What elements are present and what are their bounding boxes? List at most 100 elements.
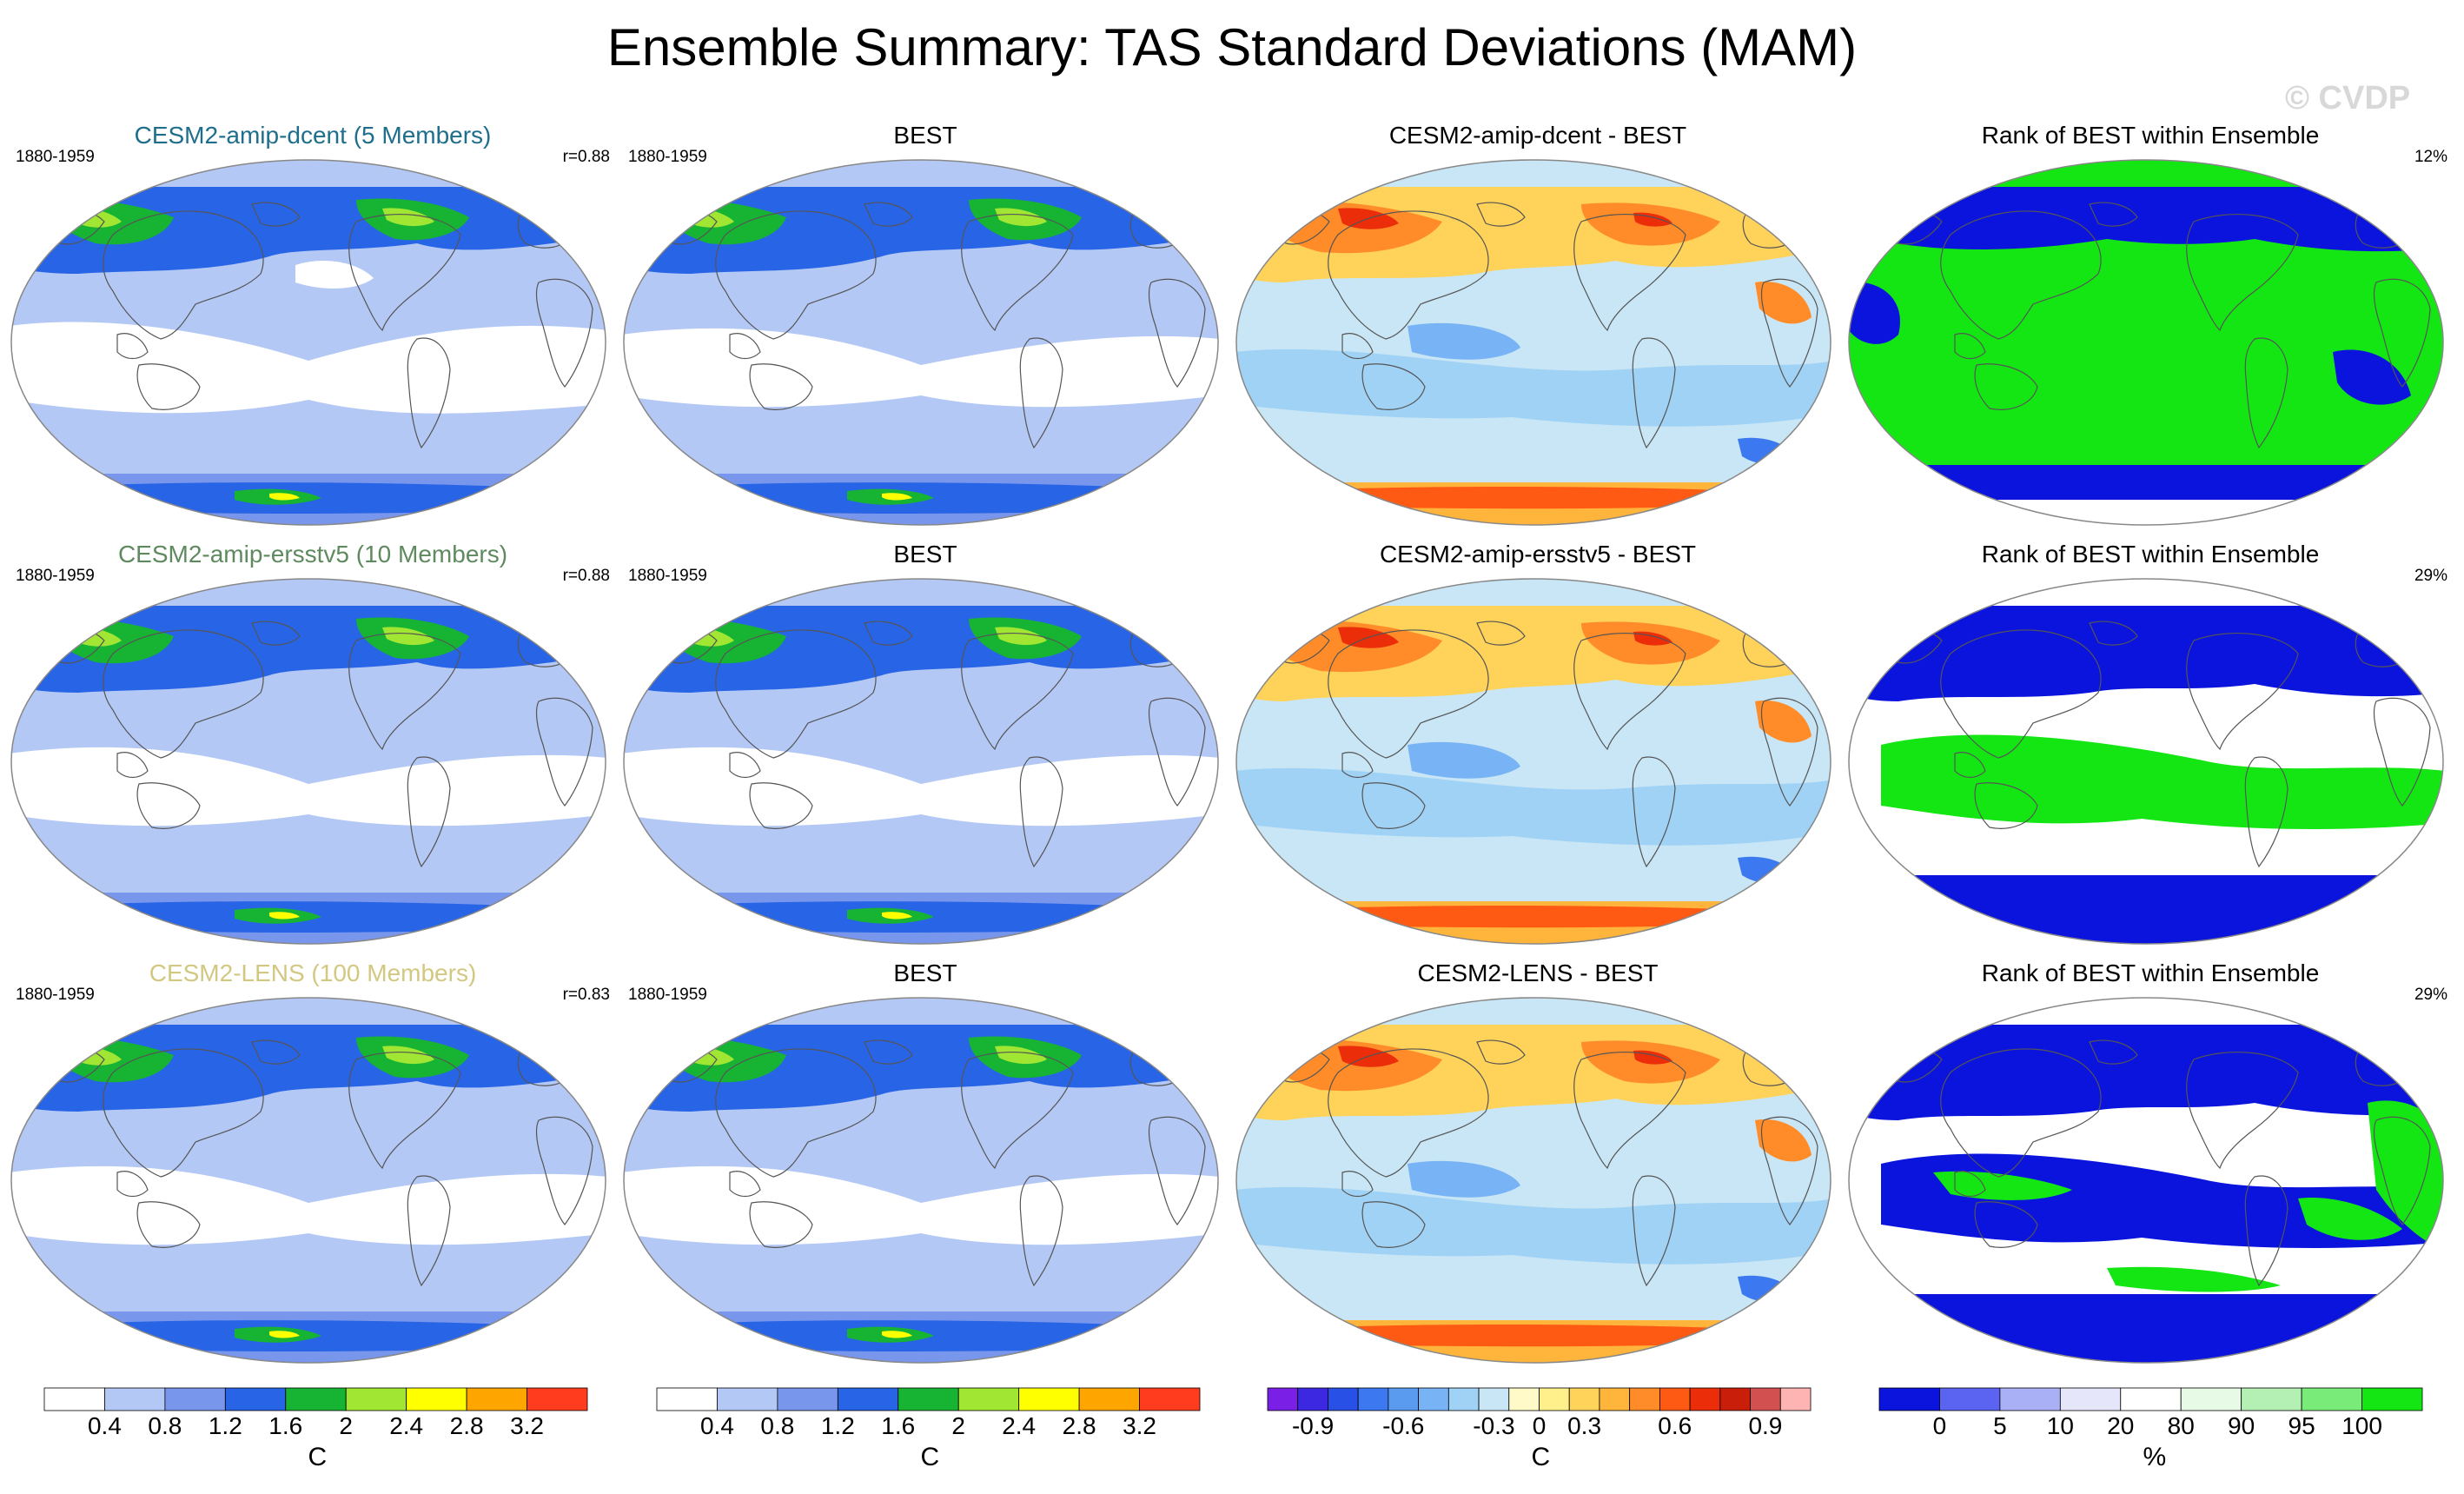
- colorbar-tick-label: 3.2: [1123, 1412, 1157, 1439]
- colorbar-swatch: [2241, 1387, 2302, 1411]
- coastline: [116, 752, 149, 779]
- coastline: [2373, 697, 2431, 807]
- coastline: [2244, 337, 2288, 449]
- colorbar-tick-label: 1.2: [820, 1412, 855, 1439]
- coastline: [1954, 1171, 1986, 1198]
- pattern-correlation-label: r=0.88: [562, 567, 610, 585]
- coastline: [2089, 621, 2138, 646]
- colorbar-swatch: [1539, 1387, 1570, 1411]
- model-panel-title: CESM2-amip-ersstv5 (10 Members): [117, 541, 508, 568]
- map-outline: [1848, 578, 2444, 945]
- coastline: [1019, 1175, 1063, 1287]
- colorbar-swatch: [1078, 1387, 1140, 1411]
- colorbar-tick-label: 0.4: [699, 1412, 734, 1439]
- coastline: [1573, 214, 1686, 332]
- diff-map-row2: [1235, 578, 1831, 945]
- coastline: [1019, 756, 1063, 868]
- main-title: Ensemble Summary: TAS Standard Deviation…: [606, 18, 1858, 76]
- colorbar-swatch: [1297, 1387, 1328, 1411]
- colorbar-tick-label: 0.8: [148, 1412, 182, 1439]
- coastline: [407, 1175, 451, 1287]
- coastline: [1148, 278, 1206, 388]
- map-outline: [10, 578, 606, 945]
- coastline: [729, 333, 761, 360]
- coastline: [136, 782, 201, 829]
- colorbar-swatch: [717, 1387, 778, 1411]
- coastline: [1148, 697, 1206, 807]
- rank-map-panel-row1: Rank of BEST within Ensemble 12%: [1846, 122, 2454, 530]
- colorbar-tick-label: 0.9: [1748, 1412, 1783, 1439]
- coastline: [729, 752, 761, 779]
- diff-map-panel-row2: CESM2-amip-ersstv5 - BEST: [1234, 541, 1842, 949]
- colorbar-unit-label: C: [1531, 1443, 1551, 1471]
- coastline: [1573, 633, 1686, 751]
- colorbar-swatch: [466, 1387, 527, 1411]
- coastline: [749, 1201, 813, 1248]
- period-label: 1880-1959: [16, 986, 95, 1004]
- rank-panel-title: Rank of BEST within Ensemble: [1981, 541, 2320, 568]
- coastline: [103, 1048, 264, 1178]
- rank-percent-label: 12%: [2414, 148, 2447, 166]
- colorbar-tick-label: 10: [2046, 1412, 2074, 1439]
- colorbar-swatch: [1599, 1387, 1631, 1411]
- pattern-correlation-label: r=0.88: [562, 148, 610, 166]
- coastline: [749, 782, 813, 829]
- colorbar-swatch: [104, 1387, 166, 1411]
- map-outline: [1235, 578, 1831, 945]
- colorbar-swatch: [527, 1387, 588, 1411]
- diff-map-row3: [1235, 997, 1831, 1364]
- colorbar-swatch: [1999, 1387, 2061, 1411]
- diff-colorbar-3: -0.9 -0.6 -0.3 0 0.3 0.6 0.9 C: [1267, 1386, 1818, 1482]
- coastline: [1328, 210, 1489, 340]
- coastline: [2186, 633, 2299, 751]
- colorbar-swatch: [224, 1387, 287, 1411]
- coastline: [715, 1048, 877, 1178]
- coastline: [1341, 752, 1374, 779]
- obs-map-panel-row1: BEST 1880-1959: [621, 122, 1229, 530]
- colorbar-swatch: [1659, 1387, 1691, 1411]
- map-outline: [1848, 159, 2444, 526]
- coastline: [961, 633, 1074, 751]
- coastline: [715, 210, 877, 340]
- coastline: [2089, 202, 2138, 227]
- colorbar-tick-label: 20: [2107, 1412, 2135, 1439]
- colorbar-swatch: [285, 1387, 347, 1411]
- period-label: 1880-1959: [16, 567, 95, 585]
- coastline: [251, 621, 301, 646]
- map-outline: [1235, 159, 1831, 526]
- colorbar-swatch: [1267, 1387, 1299, 1411]
- coastline: [1632, 1175, 1676, 1287]
- diff-map-row1: [1235, 159, 1831, 526]
- coastline: [2244, 756, 2288, 868]
- coastline: [136, 363, 201, 410]
- coastline: [749, 363, 813, 410]
- colorbar-tick-label: 0.4: [87, 1412, 122, 1439]
- colorbar-swatch: [777, 1387, 838, 1411]
- colorbar-tick-label: 2.4: [389, 1412, 424, 1439]
- colorbar-tick-label: -0.3: [1473, 1412, 1515, 1439]
- diff-panel-title: CESM2-amip-dcent - BEST: [1388, 122, 1687, 149]
- colorbar-tick-label: 2.8: [449, 1412, 484, 1439]
- colorbar-swatch: [1447, 1387, 1480, 1411]
- model-map-row2: [10, 578, 606, 945]
- rank-map-row3: [1848, 997, 2444, 1364]
- period-label: 1880-1959: [628, 148, 707, 166]
- diff-map-panel-row3: CESM2-LENS - BEST: [1234, 959, 1842, 1368]
- period-label: 1880-1959: [16, 148, 95, 166]
- coastline: [1632, 756, 1676, 868]
- colorbar-swatch: [656, 1387, 718, 1411]
- colorbar-swatch: [2120, 1387, 2182, 1411]
- coastline: [1940, 629, 2102, 759]
- colorbar-swatch: [1478, 1387, 1510, 1411]
- colorbar-swatch: [1750, 1387, 1781, 1411]
- coastline: [116, 333, 149, 360]
- colorbar-tick-label: 1.6: [881, 1412, 916, 1439]
- colorbar-tick-label: 3.2: [510, 1412, 545, 1439]
- rank-panel-title: Rank of BEST within Ensemble: [1981, 959, 2320, 986]
- colorbar-swatch: [1939, 1387, 2001, 1411]
- rank-percent-label: 29%: [2414, 567, 2447, 585]
- stddev-colorbar-2: 0.4 0.8 1.2 1.6 2 2.4 2.8 3.2 C: [656, 1386, 1208, 1482]
- coastline: [1476, 202, 1526, 227]
- coastline: [729, 1171, 761, 1198]
- map-outline: [623, 578, 1219, 945]
